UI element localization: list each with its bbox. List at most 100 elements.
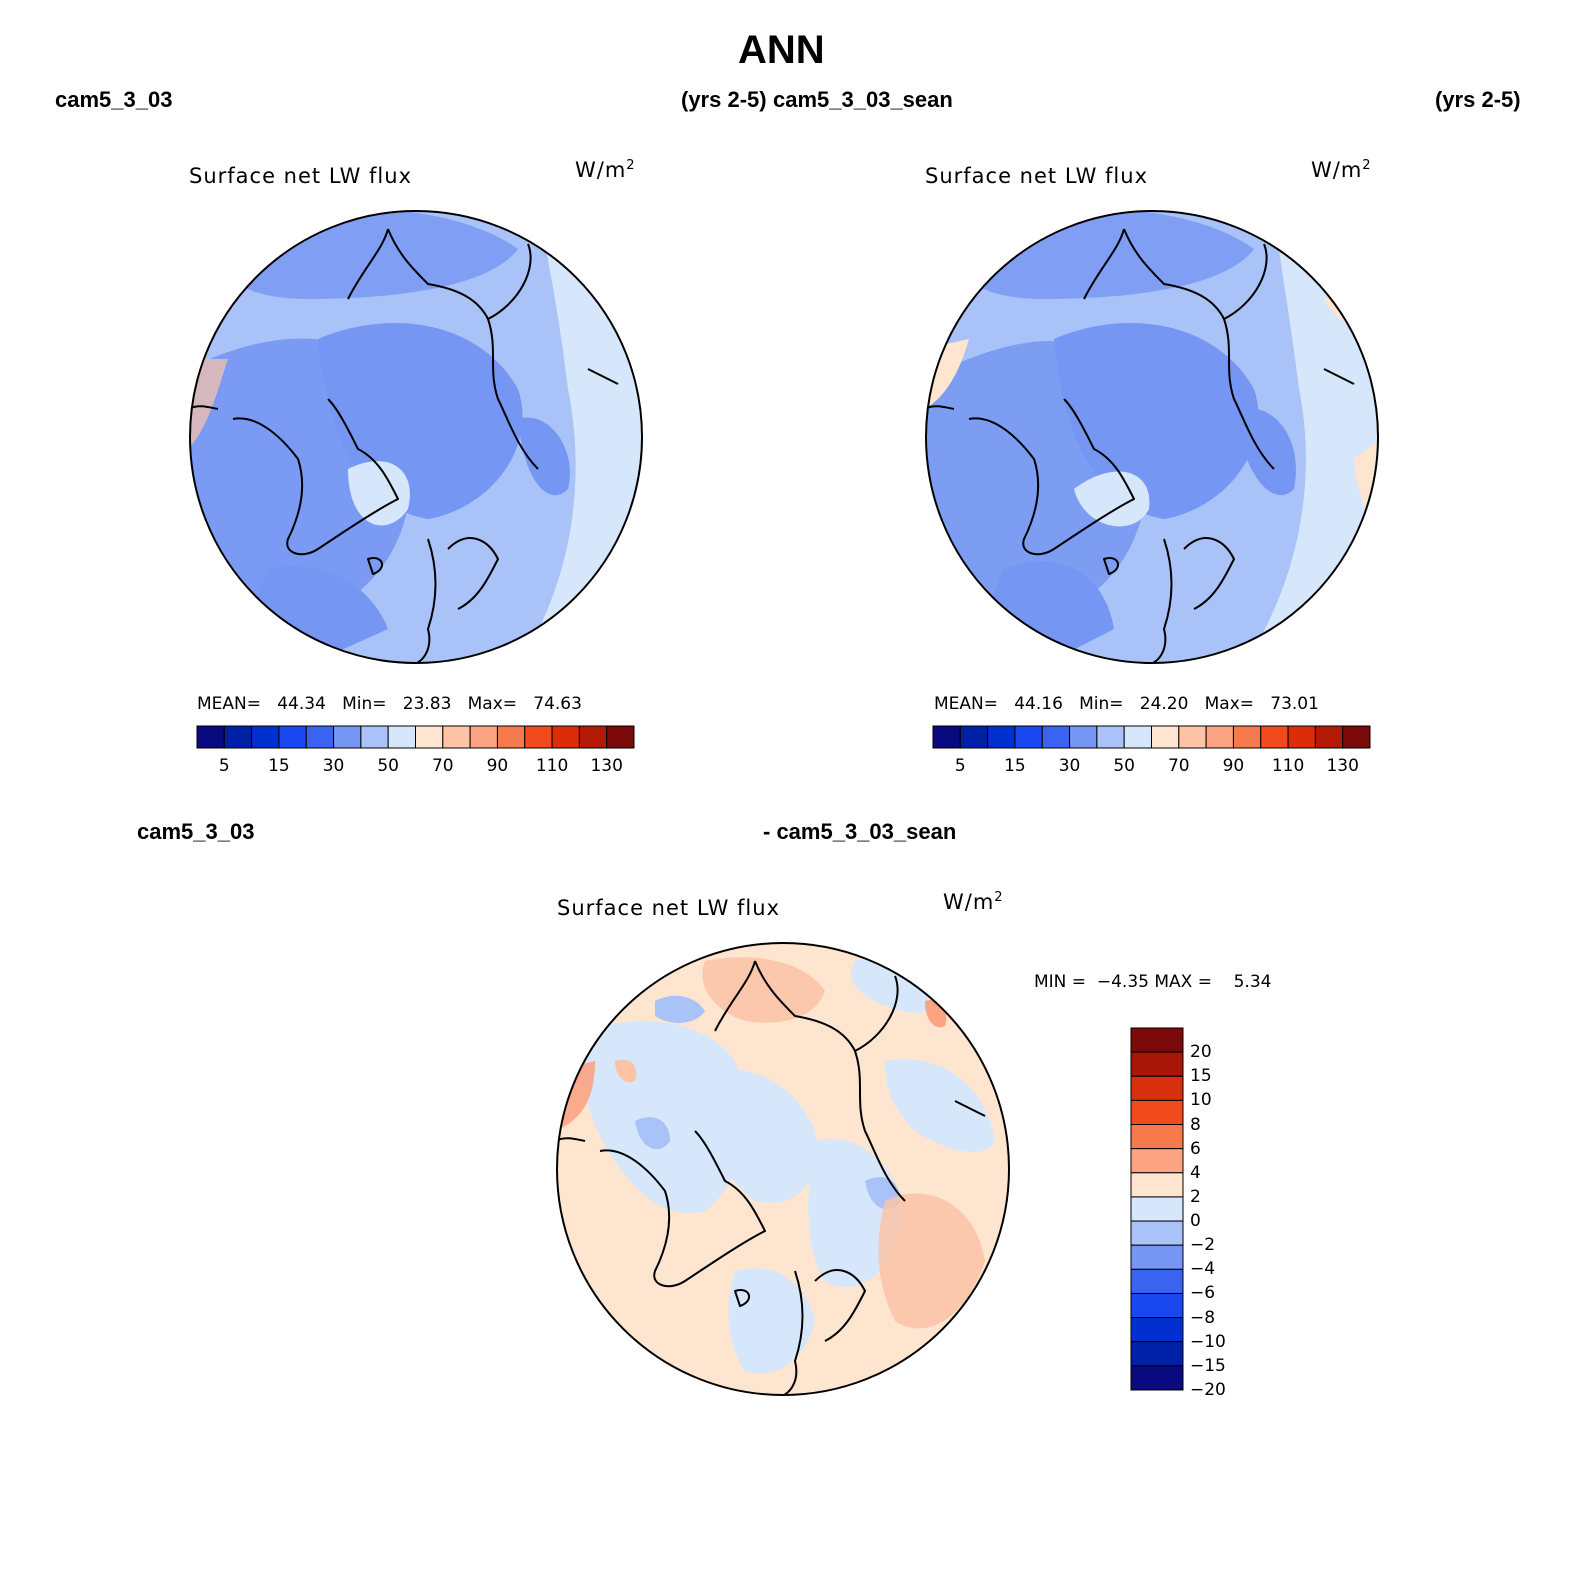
colorbar-tick-label: 10 bbox=[1190, 1090, 1212, 1111]
map2-units: W/m2 bbox=[1311, 158, 1372, 182]
colorbar-tick-label: −2 bbox=[1190, 1235, 1216, 1256]
colorbar-swatch bbox=[1130, 1051, 1184, 1077]
colorbar-swatch bbox=[1014, 725, 1043, 749]
colorbar-tick-label: 6 bbox=[1190, 1138, 1201, 1159]
colorbar-swatch bbox=[223, 725, 253, 749]
colorbar-swatch bbox=[1096, 725, 1125, 749]
colorbar-tick-label: 30 bbox=[322, 756, 345, 776]
colorbar-swatch bbox=[1130, 1292, 1184, 1319]
colorbar-swatch bbox=[1130, 1244, 1184, 1270]
colorbar-swatch bbox=[1130, 1124, 1184, 1150]
colorbar-tick-label: 5 bbox=[218, 756, 230, 776]
colorbar-swatch bbox=[1130, 1148, 1184, 1174]
map3-colorbar bbox=[1130, 1027, 1184, 1391]
colorbar-swatch bbox=[1151, 725, 1180, 749]
colorbar-swatch bbox=[1342, 725, 1371, 749]
colorbar-swatch bbox=[1205, 725, 1234, 749]
colorbar-swatch bbox=[578, 725, 608, 749]
colorbar-tick-label: −4 bbox=[1190, 1259, 1216, 1280]
colorbar-swatch bbox=[1130, 1027, 1184, 1053]
diff-right-label: - cam5_3_03_sean bbox=[763, 819, 957, 844]
map2-stats: MEAN= 44.16 Min= 24.20 Max= 73.01 bbox=[934, 694, 1319, 714]
colorbar-swatch bbox=[1130, 1172, 1184, 1198]
colorbar-swatch bbox=[1130, 1099, 1184, 1126]
map1 bbox=[189, 210, 643, 664]
colorbar-tick-label: 8 bbox=[1190, 1114, 1201, 1135]
colorbar-tick-label: −15 bbox=[1190, 1355, 1226, 1376]
colorbar-swatch bbox=[1069, 725, 1098, 749]
map3-units: W/m2 bbox=[943, 890, 1004, 914]
colorbar-tick-label: 4 bbox=[1190, 1162, 1201, 1183]
colorbar-tick-label: 50 bbox=[377, 756, 399, 776]
colorbar-swatch bbox=[1130, 1317, 1184, 1343]
colorbar-tick-label: 2 bbox=[1190, 1186, 1201, 1207]
colorbar-swatch bbox=[1178, 725, 1207, 749]
colorbar-tick-label: 0 bbox=[1190, 1211, 1201, 1232]
map1-title: Surface net LW flux bbox=[189, 164, 412, 188]
colorbar-swatch bbox=[1260, 725, 1289, 749]
map1-stats: MEAN= 44.34 Min= 23.83 Max= 74.63 bbox=[197, 694, 582, 714]
colorbar-swatch bbox=[524, 725, 553, 749]
colorbar-swatch bbox=[1232, 725, 1262, 749]
colorbar-swatch bbox=[442, 725, 471, 749]
map3-colorbar-ticks: 20 15 10 8 6 4 2 0 −2 −4 −6 −8 −10 −15 −20 bbox=[1190, 1028, 1250, 1400]
colorbar-swatch bbox=[1130, 1220, 1184, 1246]
colorbar-swatch bbox=[606, 725, 635, 749]
case2-label: cam5_3_03_sean bbox=[773, 87, 953, 112]
colorbar-tick-label: −20 bbox=[1190, 1380, 1226, 1400]
colorbar-tick-label: −10 bbox=[1190, 1331, 1226, 1352]
colorbar-tick-label: 15 bbox=[1004, 756, 1026, 776]
colorbar-tick-label: 70 bbox=[431, 756, 454, 776]
map3-stats: MIN = −4.35 MAX = 5.34 bbox=[1034, 972, 1272, 992]
map3 bbox=[556, 942, 1010, 1396]
colorbar-swatch bbox=[987, 725, 1016, 749]
colorbar-tick-label: 30 bbox=[1058, 756, 1081, 776]
colorbar-tick-label: 20 bbox=[1190, 1042, 1212, 1063]
colorbar-swatch bbox=[1130, 1075, 1184, 1101]
colorbar-tick-label: 15 bbox=[268, 756, 290, 776]
colorbar-swatch bbox=[1314, 725, 1344, 749]
colorbar-tick-label: 70 bbox=[1167, 756, 1190, 776]
map2-colorbar-ticks: 5 15 30 50 70 90 110 130 bbox=[933, 756, 1370, 780]
colorbar-swatch bbox=[932, 725, 961, 749]
colorbar-tick-label: −8 bbox=[1190, 1307, 1216, 1328]
colorbar-swatch bbox=[196, 725, 225, 749]
colorbar-tick-label: 5 bbox=[954, 756, 966, 776]
map2-colorbar bbox=[932, 725, 1371, 749]
colorbar-swatch bbox=[1130, 1341, 1184, 1367]
colorbar-swatch bbox=[278, 725, 307, 749]
colorbar-swatch bbox=[1123, 725, 1152, 749]
colorbar-swatch bbox=[1130, 1268, 1184, 1294]
case2-years: (yrs 2-5) bbox=[1435, 87, 1521, 112]
diff-left-label: cam5_3_03 bbox=[137, 819, 255, 844]
colorbar-tick-label: 110 bbox=[1271, 756, 1305, 776]
map1-colorbar bbox=[196, 725, 635, 749]
colorbar-tick-label: −6 bbox=[1190, 1283, 1216, 1304]
colorbar-swatch bbox=[496, 725, 526, 749]
colorbar-tick-label: 130 bbox=[590, 756, 623, 776]
map3-title: Surface net LW flux bbox=[557, 896, 780, 920]
colorbar-swatch bbox=[305, 725, 335, 749]
colorbar-tick-label: 50 bbox=[1113, 756, 1135, 776]
page-title: ANN bbox=[738, 28, 825, 72]
colorbar-swatch bbox=[1041, 725, 1071, 749]
colorbar-swatch bbox=[387, 725, 416, 749]
case1-label: cam5_3_03 bbox=[55, 87, 173, 112]
colorbar-swatch bbox=[959, 725, 989, 749]
colorbar-swatch bbox=[415, 725, 444, 749]
colorbar-swatch bbox=[1130, 1196, 1184, 1222]
colorbar-swatch bbox=[1130, 1365, 1184, 1391]
map1-colorbar-ticks: 5 15 30 50 70 90 110 130 bbox=[197, 756, 634, 780]
map2-title: Surface net LW flux bbox=[925, 164, 1148, 188]
colorbar-swatch bbox=[251, 725, 280, 749]
colorbar-swatch bbox=[469, 725, 498, 749]
colorbar-swatch bbox=[551, 725, 580, 749]
colorbar-swatch bbox=[1287, 725, 1316, 749]
colorbar-tick-label: 130 bbox=[1326, 756, 1359, 776]
colorbar-tick-label: 90 bbox=[486, 756, 509, 776]
colorbar-swatch bbox=[360, 725, 389, 749]
colorbar-tick-label: 110 bbox=[535, 756, 569, 776]
colorbar-tick-label: 90 bbox=[1222, 756, 1245, 776]
map1-units: W/m2 bbox=[575, 158, 636, 182]
case1-years: (yrs 2-5) bbox=[681, 87, 767, 112]
